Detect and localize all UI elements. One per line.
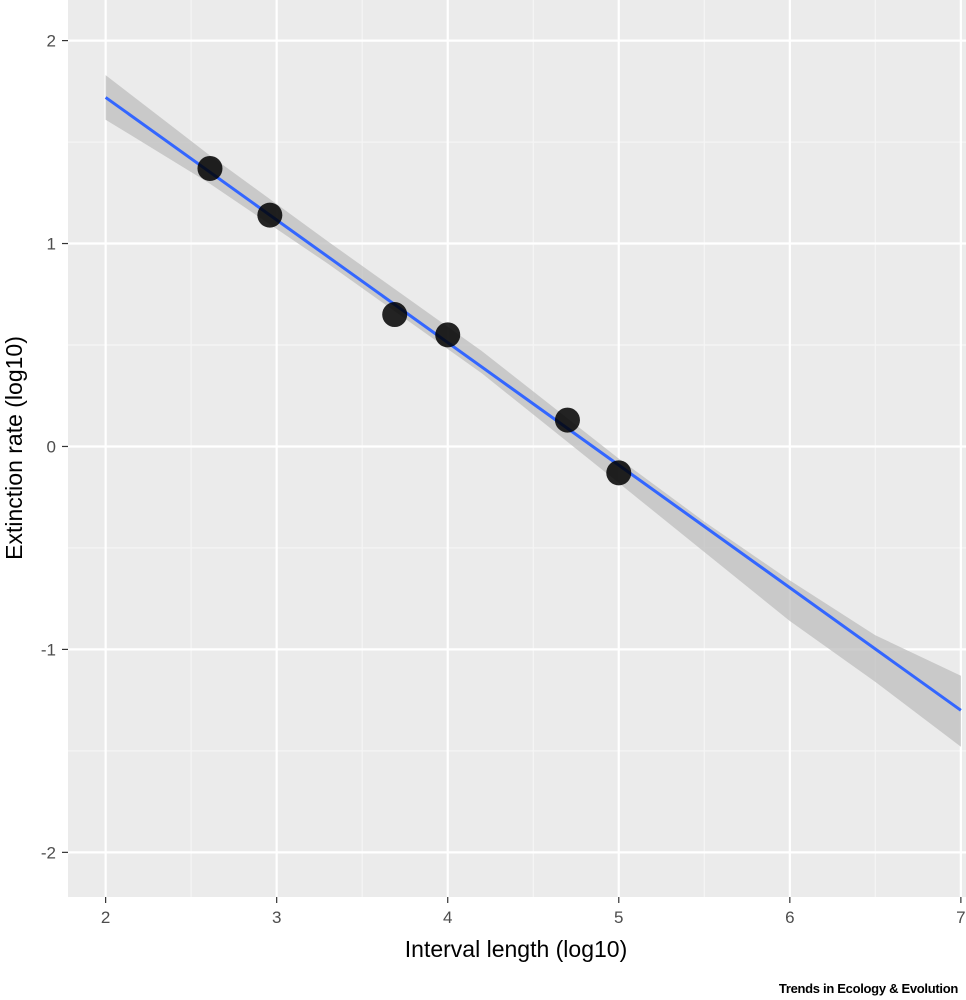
y-axis-ticks: -2 -1 0 1 2: [41, 32, 68, 862]
x-tick-label: 6: [785, 908, 794, 927]
confidence-band-layer: [105, 75, 961, 747]
x-tick-label: 2: [101, 908, 110, 927]
major-gridlines: [68, 0, 966, 897]
data-point: [197, 155, 223, 181]
data-points-layer: [197, 155, 632, 486]
y-tick-label: 1: [47, 235, 56, 254]
fit-line: [104, 96, 962, 712]
y-tick-label: -1: [41, 640, 56, 659]
source-credit: Trends in Ecology & Evolution: [778, 981, 958, 996]
data-point: [435, 322, 461, 348]
fit-line-layer: [104, 96, 962, 712]
plot-panel: [68, 0, 966, 897]
confidence-band: [105, 75, 961, 747]
x-tick-label: 3: [272, 908, 281, 927]
y-tick-label: -2: [41, 843, 56, 862]
x-tick-label: 4: [443, 908, 452, 927]
y-tick-label: 0: [47, 437, 56, 456]
minor-gridlines: [68, 0, 966, 897]
x-tick-label: 5: [614, 908, 623, 927]
data-point: [606, 460, 632, 486]
y-axis-title: Extinction rate (log10): [1, 336, 27, 560]
data-point: [554, 407, 580, 433]
data-point: [382, 302, 408, 328]
x-tick-label: 7: [956, 908, 965, 927]
x-axis-ticks: 2 3 4 5 6 7: [101, 897, 966, 927]
y-tick-label: 2: [47, 32, 56, 51]
data-point: [257, 202, 283, 228]
x-axis-title: Interval length (log10): [405, 936, 627, 962]
